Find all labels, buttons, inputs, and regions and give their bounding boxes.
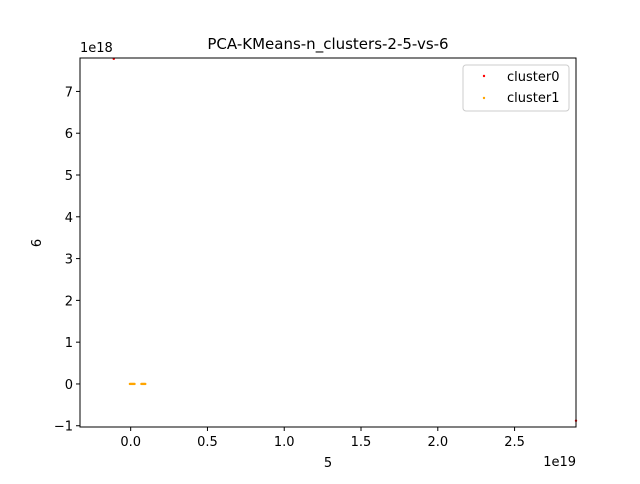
y-tick-label: 0 xyxy=(65,378,73,393)
x-tick-label: 2.0 xyxy=(427,435,448,450)
y-tick-label: 7 xyxy=(65,85,73,100)
legend-box xyxy=(462,64,570,112)
legend-label-cluster0: cluster0 xyxy=(507,70,559,85)
y-tick-label: 1 xyxy=(65,336,73,351)
x-tick-label: 0.5 xyxy=(197,435,218,450)
y-tick-label: 3 xyxy=(65,253,73,268)
y-axis-ticks: −1 0 1 2 3 4 5 6 7 xyxy=(54,85,80,435)
chart-title: PCA-KMeans-n_clusters-2-5-vs-6 xyxy=(207,35,448,54)
x-axis-ticks: 0.0 0.5 1.0 1.5 2.0 2.5 xyxy=(120,427,525,450)
y-tick-label: 6 xyxy=(65,127,73,142)
data-point-cluster1 xyxy=(144,382,147,386)
y-axis-label: 6 xyxy=(30,239,45,247)
y-tick-label: −1 xyxy=(54,420,73,435)
legend-marker-cluster1 xyxy=(482,96,486,100)
x-offset-label: 1e19 xyxy=(543,455,576,470)
x-axis-label: 5 xyxy=(324,456,332,471)
y-tick-label: 4 xyxy=(65,211,73,226)
x-tick-label: 1.0 xyxy=(274,435,295,450)
plot-frame xyxy=(79,57,577,428)
x-tick-label: 1.5 xyxy=(351,435,372,450)
plot-marks xyxy=(112,57,578,422)
y-tick-label: 5 xyxy=(65,169,73,184)
legend-marker-cluster0 xyxy=(482,74,486,78)
x-tick-label: 0.0 xyxy=(120,435,141,450)
y-tick-label: 2 xyxy=(65,294,73,309)
y-offset-label: 1e18 xyxy=(80,41,113,56)
data-point-cluster1 xyxy=(133,382,136,386)
x-tick-label: 2.5 xyxy=(504,435,525,450)
legend: cluster0 cluster1 xyxy=(462,64,570,112)
legend-label-cluster1: cluster1 xyxy=(507,91,559,106)
